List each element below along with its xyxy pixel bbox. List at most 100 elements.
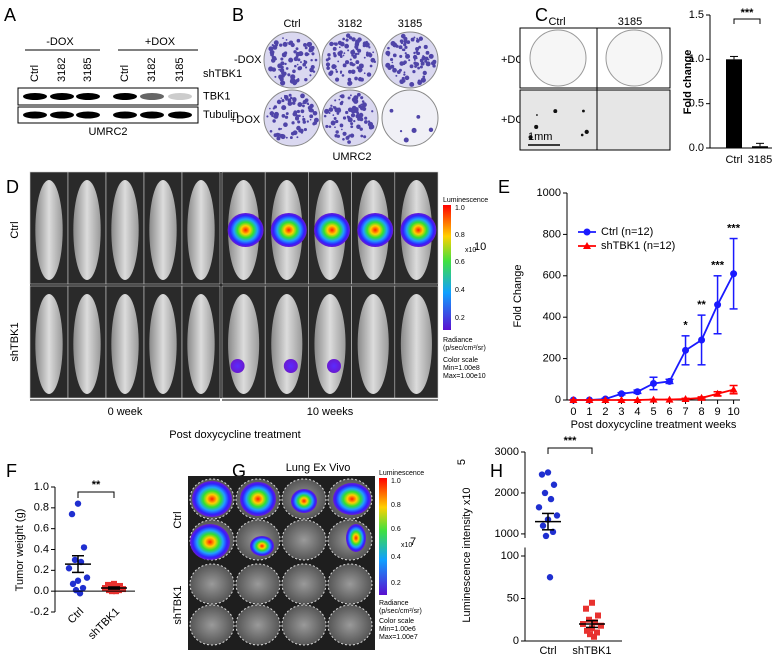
group-label: 10 weeks [307, 406, 354, 418]
colony [332, 114, 335, 117]
legend-label: Ctrl (n=12) [601, 226, 653, 238]
mouse [228, 294, 260, 394]
group-label: +DOX [145, 36, 176, 48]
colony [413, 36, 416, 39]
colony [312, 110, 318, 116]
colony [304, 46, 308, 50]
colony [314, 58, 318, 62]
colony [355, 60, 360, 65]
colony [405, 53, 411, 59]
significance-bracket [547, 447, 593, 454]
colony [296, 109, 301, 114]
colony [410, 37, 415, 42]
colony [332, 52, 336, 56]
colony [420, 77, 426, 83]
colony [371, 110, 374, 113]
colony [296, 38, 301, 43]
column-label: 3182 [338, 18, 362, 30]
colorbar-tick: 0.4 [391, 554, 401, 561]
colony [333, 117, 337, 121]
colony [325, 62, 331, 67]
colony [328, 112, 331, 114]
colony [582, 109, 585, 113]
well [235, 604, 281, 646]
colony [287, 73, 291, 77]
mouse [314, 294, 346, 394]
colony [360, 134, 364, 138]
colony [401, 48, 405, 52]
y-tick-label: 0.0 [34, 585, 49, 597]
signal [327, 359, 341, 373]
lane-label: 3182 [146, 58, 158, 82]
mouse [35, 180, 63, 280]
colony [361, 102, 367, 108]
colony [367, 121, 374, 127]
signal [333, 483, 371, 515]
colony [271, 50, 275, 54]
colony [428, 53, 434, 59]
marker [633, 396, 642, 403]
colony [279, 43, 283, 47]
colony [293, 50, 297, 54]
row-label: Ctrl [172, 511, 184, 528]
colony [359, 117, 364, 122]
significance: ** [697, 299, 706, 311]
colony [355, 95, 359, 99]
data-point [544, 469, 552, 476]
colony [369, 64, 373, 68]
colony [341, 74, 345, 77]
blot-band [113, 93, 137, 100]
colony [352, 49, 355, 52]
colony [290, 60, 293, 63]
x-tick-label: 5 [650, 406, 656, 418]
colony [282, 41, 288, 47]
colony [327, 57, 331, 61]
colony [403, 137, 409, 143]
colony [347, 77, 352, 82]
colony [326, 66, 330, 70]
colony [293, 110, 298, 115]
data-point [69, 580, 77, 588]
signal [314, 213, 350, 247]
colony [413, 51, 416, 55]
colony [281, 52, 287, 58]
colony [350, 125, 354, 129]
colony [347, 49, 350, 52]
lane-label: 3185 [82, 58, 94, 82]
marker [617, 396, 626, 403]
colony [304, 52, 309, 57]
colony [361, 100, 365, 103]
colony [330, 120, 336, 126]
plate [263, 89, 321, 147]
colony [416, 37, 419, 40]
colony [354, 76, 358, 81]
bar [752, 146, 768, 148]
colony [432, 59, 437, 64]
x-tick-label: Ctrl [66, 606, 87, 627]
blot-row [17, 87, 199, 106]
y-tick-label: -0.2 [30, 606, 49, 618]
colony [351, 54, 354, 57]
colony [282, 37, 284, 40]
colony [352, 54, 357, 59]
colony [425, 61, 431, 67]
colony [291, 121, 295, 125]
colony [292, 98, 297, 103]
significance-bracket [77, 491, 115, 498]
x-tick-label: shTBK1 [86, 606, 122, 642]
colony [413, 58, 416, 61]
data-point [592, 619, 598, 626]
colony [416, 51, 421, 56]
colony [335, 130, 339, 134]
colony [404, 75, 410, 81]
colony [285, 38, 288, 41]
data-point [74, 500, 82, 507]
data-point [80, 544, 88, 551]
cell-line: UMRC2 [332, 151, 371, 163]
colony [359, 127, 363, 131]
lane-label: 3185 [174, 58, 186, 82]
colony [328, 125, 332, 128]
panel-label: F [6, 461, 17, 481]
colony [399, 130, 403, 133]
colony [356, 66, 360, 70]
